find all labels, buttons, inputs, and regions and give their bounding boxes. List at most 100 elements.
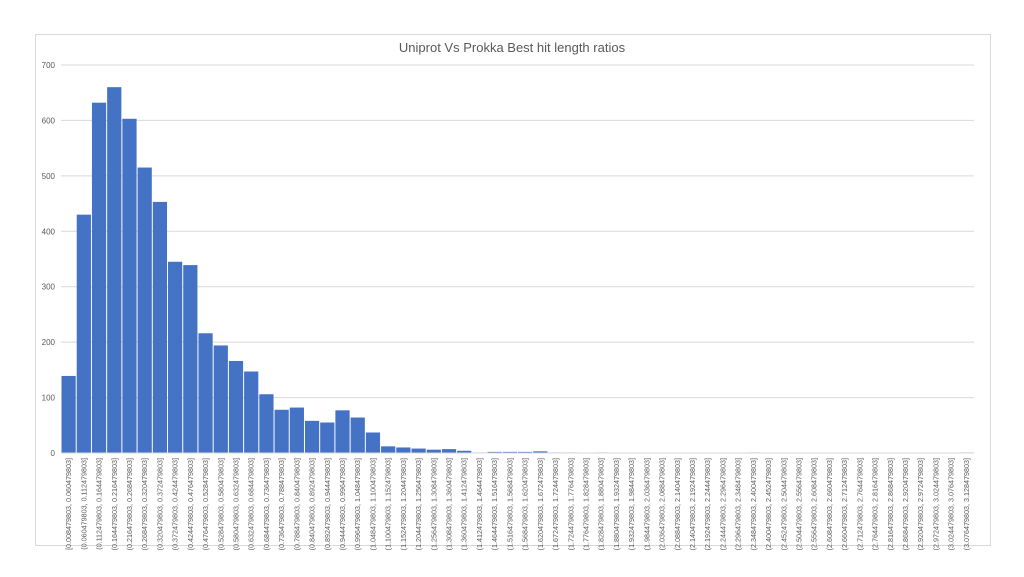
x-tick-label: (0.476479803, 0.528479803] <box>201 458 210 550</box>
x-tick-label: (2.348479803, 2.400479803] <box>749 458 758 550</box>
x-tick-label: (1.048479803, 1.100479803] <box>368 458 377 550</box>
x-tick-label: (0.060479803, 0.112479803] <box>79 458 88 550</box>
x-tick-label: (1.308479803, 1.360479803] <box>445 458 454 550</box>
x-tick-label: (1.776479803, 1.828479803] <box>581 458 590 550</box>
bar <box>487 451 502 453</box>
x-tick-label: (1.256479803, 1.308479803] <box>429 458 438 550</box>
x-tick-label: (1.828479803, 1.880479803] <box>597 458 606 550</box>
chart-title: Uniprot Vs Prokka Best hit length ratios <box>398 40 626 55</box>
x-tick-label: (1.880479803, 1.932479803] <box>612 458 621 550</box>
x-tick-label: (0.112479803, 0.164479803] <box>95 458 104 550</box>
y-tick-label: 700 <box>42 61 56 70</box>
bar <box>320 422 335 453</box>
bar <box>518 451 533 453</box>
y-tick-label: 0 <box>51 449 56 458</box>
bar <box>350 417 365 453</box>
x-tick-label: (2.504479803, 2.556479803] <box>795 458 804 550</box>
bar <box>61 375 76 453</box>
x-tick-label: (2.296479803, 2.348479803] <box>734 458 743 550</box>
y-tick-label: 200 <box>42 338 56 347</box>
x-tick-label: (3.076479803, 3.128479803] <box>962 458 971 550</box>
x-tick-label: (1.204479803, 1.256479803] <box>414 458 423 550</box>
x-tick-label: (0.944479803, 0.996479803] <box>338 458 347 550</box>
x-tick-label: (2.764479803, 2.816479803] <box>871 458 880 550</box>
x-tick-label: (0.268479803, 0.320479803] <box>140 458 149 550</box>
x-tick-label: (2.192479803, 2.244479803] <box>703 458 712 550</box>
x-tick-label: (0.736479803, 0.788479803] <box>277 458 286 550</box>
bar <box>411 448 426 453</box>
bar <box>381 446 396 453</box>
x-tick-label: (1.620479803, 1.672479803] <box>536 458 545 550</box>
bar <box>213 345 228 453</box>
x-tick-label: (2.244479803, 2.296479803] <box>718 458 727 550</box>
bar <box>228 360 244 453</box>
y-tick-label: 100 <box>42 394 56 403</box>
bar <box>533 451 548 453</box>
x-tick-label: (1.516479803, 1.568479803] <box>505 458 514 550</box>
bar <box>244 371 259 453</box>
x-tick-label: (2.140479803, 2.192479803] <box>688 458 697 550</box>
bar <box>457 450 472 453</box>
bar <box>259 394 274 453</box>
x-tick-label: (0.164479803, 0.216479803] <box>110 458 119 550</box>
x-tick-label: (1.932479803, 1.984479803] <box>627 458 636 550</box>
x-tick-label: (2.868479803, 2.920479803] <box>901 458 910 550</box>
bar <box>396 447 411 453</box>
bar <box>304 420 320 453</box>
x-tick-label: (2.920479803, 2.972479803] <box>916 458 925 550</box>
x-tick-label: (0.996479803, 1.048479803] <box>353 458 362 550</box>
bar <box>441 449 457 453</box>
x-tick-label: (0.892479803, 0.944479803] <box>323 458 332 550</box>
y-tick-label: 300 <box>42 283 56 292</box>
y-tick-label: 400 <box>42 227 56 236</box>
bar <box>289 407 304 453</box>
bar <box>91 102 107 453</box>
x-tick-label: (2.712479803, 2.764479803] <box>855 458 864 550</box>
x-tick-label: (2.556479803, 2.608479803] <box>810 458 819 550</box>
bar <box>107 87 122 454</box>
bar <box>122 118 137 453</box>
bar <box>198 333 213 453</box>
x-tick-label: (0.372479803, 0.424479803] <box>171 458 180 550</box>
bar <box>152 201 168 453</box>
x-tick-label: (0.424479803, 0.476479803] <box>186 458 195 550</box>
x-tick-label: (0.840479803, 0.892479803] <box>308 458 317 550</box>
x-tick-label: (1.464479803, 1.516479803] <box>490 458 499 550</box>
y-tick-label: 500 <box>42 172 56 181</box>
x-tick-label: (0.216479803, 0.268479803] <box>125 458 134 550</box>
x-tick-label: (1.360479803, 1.412479803] <box>460 458 469 550</box>
x-tick-label: (2.036479803, 2.088479803] <box>658 458 667 550</box>
x-tick-label: (1.412479803, 1.464479803] <box>475 458 484 550</box>
y-tick-label: 600 <box>42 116 56 125</box>
x-tick-label: (0.580479803, 0.632479803] <box>231 458 240 550</box>
x-tick-label: (1.984479803, 2.036479803] <box>642 458 651 550</box>
x-tick-label: (2.452479803, 2.504479803] <box>779 458 788 550</box>
x-tick-label: (1.100479803, 1.152479803] <box>384 458 393 550</box>
x-tick-label: (2.608479803, 2.660479803] <box>825 458 834 550</box>
bar <box>335 410 350 453</box>
x-tick-label: (0.684479803, 0.736479803] <box>262 458 271 550</box>
x-tick-label: (0.632479803, 0.684479803] <box>247 458 256 550</box>
x-tick-label: (1.672479803, 1.724479803] <box>551 458 560 550</box>
x-tick-label: (3.024479803, 3.076479803] <box>947 458 956 550</box>
x-tick-label: (0.788479803, 0.840479803] <box>292 458 301 550</box>
x-tick-label: (1.152479803, 1.204479803] <box>399 458 408 550</box>
x-tick-label: (1.568479803, 1.620479803] <box>521 458 530 550</box>
bar <box>183 265 198 453</box>
x-tick-label: [0.008479803, 0.060479803] <box>64 458 73 550</box>
bar <box>76 214 91 453</box>
bar <box>502 451 517 453</box>
x-tick-label: (2.660479803, 2.712479803] <box>840 458 849 550</box>
x-tick-label: (2.088479803, 2.140479803] <box>673 458 682 550</box>
bar <box>426 449 441 453</box>
x-tick-label: (1.724479803, 1.776479803] <box>566 458 575 550</box>
x-tick-label: (0.528479803, 0.580479803] <box>216 458 225 550</box>
x-tick-label: (2.400479803, 2.452479803] <box>764 458 773 550</box>
bar <box>137 167 152 454</box>
x-tick-label: (0.320479803, 0.372479803] <box>155 458 164 550</box>
bar <box>365 432 381 453</box>
x-tick-label: (2.972479803, 3.024479803] <box>931 458 940 550</box>
bar <box>274 409 289 453</box>
x-tick-label: (2.816479803, 2.868479803] <box>886 458 895 550</box>
